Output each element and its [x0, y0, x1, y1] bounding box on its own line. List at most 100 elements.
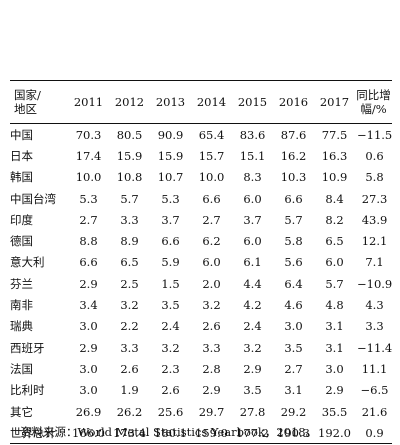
cell-year-2011: 2.9 — [79, 276, 98, 291]
cell-year-2013: 3.7 — [161, 212, 180, 227]
cell-year-2013: 15.9 — [157, 148, 184, 163]
cell-year-2011: 17.4 — [75, 148, 102, 163]
cell-region: 其它 — [10, 404, 33, 419]
cell-yoy: 3.3 — [365, 319, 384, 334]
cell-year-2017: 3.1 — [325, 319, 344, 334]
cell-year-2016: 5.8 — [284, 234, 303, 249]
cell-year-2011: 3.0 — [79, 383, 98, 398]
table-row: 瑞典 3.0 2.2 2.4 2.6 2.4 3.0 3.1 3.3 — [10, 316, 392, 337]
cell-year-2016: 5.7 — [284, 212, 303, 227]
cell-year-2017: 2.9 — [325, 383, 344, 398]
header-year-2012: 2012 — [109, 80, 150, 124]
table-row: 南非 3.4 3.2 3.5 3.2 4.2 4.6 4.8 4.3 — [10, 294, 392, 315]
cell-year-2015: 2.9 — [243, 361, 262, 376]
cell-year-2014: 10.0 — [198, 170, 225, 185]
cell-year-2016: 3.0 — [284, 319, 303, 334]
cell-year-2014: 15.7 — [198, 148, 225, 163]
cell-region: 世界总计 — [10, 422, 68, 445]
cell-region: 瑞典 — [10, 319, 33, 334]
cell-year-2016: 6.4 — [284, 276, 303, 291]
cell-year-2012: 6.5 — [120, 255, 139, 270]
cell-year-2016: 4.6 — [284, 298, 303, 313]
cell-year-2013: 2.4 — [161, 319, 180, 334]
cell-yoy: −6.5 — [360, 383, 389, 398]
cell-yoy: −10.9 — [357, 276, 393, 291]
cell-year-2013: 5.9 — [161, 255, 180, 270]
cell-region: 法国 — [10, 361, 33, 376]
cell-region: 中国台湾 — [10, 191, 56, 206]
cell-year-2013: 10.7 — [157, 170, 184, 185]
cell-year-2017: 77.5 — [321, 127, 348, 142]
cell-year-2012: 15.9 — [116, 148, 143, 163]
cell-year-2015: 3.2 — [243, 340, 262, 355]
cell-year-2015: 27.8 — [239, 404, 266, 419]
header-year-2013: 2013 — [150, 80, 191, 124]
cell-year-2017: 3.1 — [325, 340, 344, 355]
cell-year-2011: 166.0 — [68, 422, 109, 445]
footnote-prefix: 资料来源： — [20, 425, 78, 439]
cell-year-2015: 8.3 — [243, 170, 262, 185]
cell-year-2011: 3.4 — [79, 298, 98, 313]
cell-year-2012: 3.3 — [120, 212, 139, 227]
cell-year-2014: 6.2 — [202, 234, 221, 249]
cell-year-2012: 80.5 — [116, 127, 143, 142]
cell-year-2016: 190.3 — [273, 422, 314, 445]
cell-year-2014: 2.6 — [202, 319, 221, 334]
table-row: 意大利 6.6 6.5 5.9 6.0 6.1 5.6 6.0 7.1 — [10, 252, 392, 273]
cell-year-2011: 70.3 — [75, 127, 102, 142]
cell-year-2013: 5.3 — [161, 191, 180, 206]
cell-yoy: 5.8 — [365, 170, 384, 185]
cell-year-2012: 5.7 — [120, 191, 139, 206]
cell-year-2014: 3.2 — [202, 298, 221, 313]
header-year-2016: 2016 — [273, 80, 314, 124]
table-row: 日本 17.4 15.9 15.9 15.7 15.1 16.2 16.3 0.6 — [10, 145, 392, 166]
cell-year-2013: 25.6 — [157, 404, 184, 419]
cell-year-2011: 3.0 — [79, 319, 98, 334]
header-region-line2: 地区 — [14, 102, 37, 116]
cell-yoy: 4.3 — [365, 298, 384, 313]
data-table-container: 国家/ 地区 2011 2012 2013 2014 2015 2016 201… — [10, 80, 393, 445]
cell-year-2017: 4.8 — [325, 298, 344, 313]
cell-region: 西班牙 — [10, 340, 45, 355]
cell-year-2014: 6.0 — [202, 255, 221, 270]
cell-year-2013: 3.5 — [161, 298, 180, 313]
cell-year-2015: 83.6 — [239, 127, 266, 142]
cell-year-2013: 6.6 — [161, 234, 180, 249]
cell-year-2012: 2.2 — [120, 319, 139, 334]
cell-year-2012: 8.9 — [120, 234, 139, 249]
cell-yoy: 0.6 — [365, 148, 384, 163]
footnote-source: World Metal Statistics Yearbook，2018。 — [77, 425, 318, 439]
cell-year-2015: 4.2 — [243, 298, 262, 313]
cell-region: 德国 — [10, 234, 33, 249]
table-row: 中国 70.3 80.5 90.9 65.4 83.6 87.6 77.5 −11.5 — [10, 124, 392, 146]
cell-year-2012: 10.8 — [116, 170, 143, 185]
cell-year-2015: 3.7 — [243, 212, 262, 227]
cell-year-2016: 3.5 — [284, 340, 303, 355]
cell-year-2017: 16.3 — [321, 148, 348, 163]
cell-year-2011: 10.0 — [75, 170, 102, 185]
cell-year-2012: 2.5 — [120, 276, 139, 291]
cell-year-2014: 2.0 — [202, 276, 221, 291]
cell-region: 南非 — [10, 298, 33, 313]
cell-year-2011: 26.9 — [75, 404, 102, 419]
cell-year-2011: 3.0 — [79, 361, 98, 376]
table-row: 德国 8.8 8.9 6.6 6.2 6.0 5.8 6.5 12.1 — [10, 230, 392, 251]
cell-year-2014: 3.3 — [202, 340, 221, 355]
cell-yoy: 7.1 — [365, 255, 384, 270]
cell-year-2016: 3.1 — [284, 383, 303, 398]
header-yoy-line2: 幅/% — [360, 102, 387, 116]
cell-year-2015: 3.5 — [243, 383, 262, 398]
cell-year-2013: 1.5 — [161, 276, 180, 291]
table-body: 中国 70.3 80.5 90.9 65.4 83.6 87.6 77.5 −11.5 日本 17.… — [10, 124, 393, 445]
cell-year-2017: 5.7 — [325, 276, 344, 291]
header-region: 国家/ 地区 — [10, 80, 68, 124]
header-year-2014: 2014 — [191, 80, 232, 124]
cell-yoy: 27.3 — [361, 191, 388, 206]
source-footnote: 资料来源：World Metal Statistics Yearbook，201… — [20, 424, 317, 440]
cell-year-2016: 6.6 — [284, 191, 303, 206]
cell-year-2012: 3.2 — [120, 298, 139, 313]
cell-year-2017: 6.0 — [325, 255, 344, 270]
cell-year-2016: 87.6 — [280, 127, 307, 142]
cell-year-2015: 4.4 — [243, 276, 262, 291]
table-header: 国家/ 地区 2011 2012 2013 2014 2015 2016 201… — [10, 80, 392, 124]
